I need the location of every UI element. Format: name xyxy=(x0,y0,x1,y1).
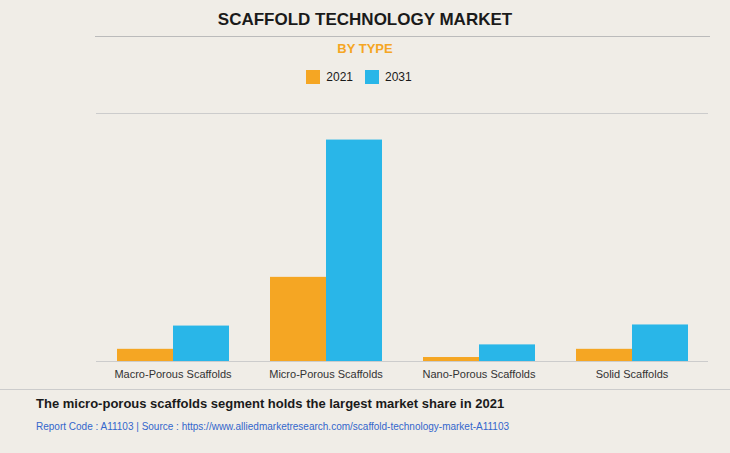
html-text:2021: 2021 xyxy=(326,69,353,84)
html-text:2031: 2031 xyxy=(385,69,412,84)
svg-text:Macro-Porous Scaffolds: Macro-Porous Scaffolds xyxy=(114,368,232,380)
svg-text:Nano-Porous Scaffolds: Nano-Porous Scaffolds xyxy=(423,368,536,380)
html-text:SCAFFOLD TECHNOLOGY MARKET: SCAFFOLD TECHNOLOGY MARKET xyxy=(217,10,513,29)
svg-text:Micro-Porous Scaffolds: Micro-Porous Scaffolds xyxy=(269,368,383,380)
html-text:Report Code : A11103 | Source: Report Code : A11103 | Source : https://… xyxy=(36,421,509,432)
svg-text:Solid Scaffolds: Solid Scaffolds xyxy=(596,368,669,380)
html-text:The micro-porous scaffolds seg: The micro-porous scaffolds segment holds… xyxy=(36,396,505,411)
html-text:BY TYPE: BY TYPE xyxy=(337,41,393,56)
